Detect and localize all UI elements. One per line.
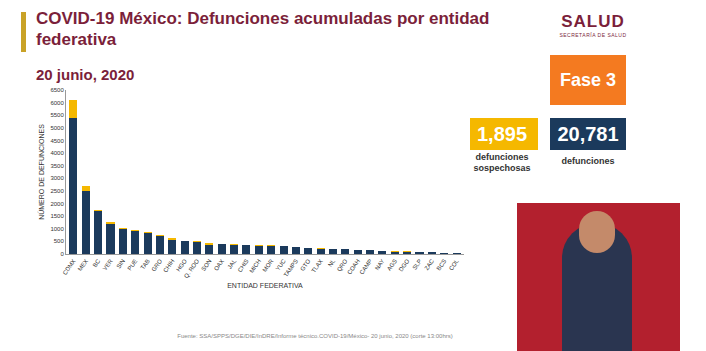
html-text:SALUD: SALUD	[561, 12, 625, 31]
svg-text:JAL: JAL	[227, 258, 238, 270]
svg-text:YUC: YUC	[275, 258, 288, 272]
svg-text:ENTIDAD FEDERATIVA: ENTIDAD FEDERATIVA	[227, 282, 303, 289]
html-text:COVID-19 México: Defunciones a: COVID-19 México: Defunciones acumuladas …	[36, 9, 490, 49]
svg-text:GTO: GTO	[299, 258, 311, 272]
svg-text:TAB: TAB	[139, 258, 150, 271]
svg-text:0: 0	[60, 251, 64, 257]
svg-text:NÚMERO DE DEFUNCIONES: NÚMERO DE DEFUNCIONES	[37, 124, 45, 220]
svg-text:SLP: SLP	[411, 258, 422, 271]
html-text:20 junio, 2020: 20 junio, 2020	[36, 66, 135, 83]
svg-text:HGO: HGO	[175, 258, 188, 273]
svg-text:4500: 4500	[50, 138, 64, 144]
svg-text:1500: 1500	[50, 213, 64, 219]
svg-text:CDMX: CDMX	[62, 258, 77, 276]
svg-text:NL: NL	[327, 258, 337, 268]
svg-text:6500: 6500	[50, 87, 64, 93]
svg-text:GRO: GRO	[150, 258, 163, 273]
svg-text:ZAC: ZAC	[423, 258, 435, 272]
svg-text:SIN: SIN	[115, 258, 126, 270]
html-text:Fase 3: Fase 3	[560, 69, 616, 90]
svg-text:5500: 5500	[50, 112, 64, 118]
svg-text:MEX: MEX	[77, 258, 89, 272]
svg-text:TLAX: TLAX	[310, 258, 324, 274]
svg-text:COL: COL	[448, 258, 460, 272]
svg-text:SON: SON	[200, 258, 212, 272]
svg-text:CHIH: CHIH	[162, 258, 175, 273]
svg-text:5000: 5000	[50, 125, 64, 131]
svg-text:BC: BC	[92, 258, 102, 269]
svg-text:2000: 2000	[50, 201, 64, 207]
svg-text:TAMPS: TAMPS	[283, 258, 300, 278]
svg-text:1000: 1000	[50, 226, 64, 232]
svg-text:MOR: MOR	[262, 258, 275, 273]
html-text:defunciones sospechosas: defunciones sospechosas	[473, 152, 531, 173]
svg-text:MICH: MICH	[248, 258, 262, 274]
svg-text:DGO: DGO	[398, 258, 411, 273]
html-text:defunciones: defunciones	[561, 156, 615, 166]
svg-text:CAMP: CAMP	[358, 258, 373, 276]
svg-text:6000: 6000	[50, 100, 64, 106]
svg-text:3500: 3500	[50, 163, 64, 169]
svg-text:NAY: NAY	[374, 258, 386, 271]
svg-text:PUE: PUE	[127, 258, 139, 272]
svg-text:500: 500	[54, 238, 65, 244]
svg-text:VER: VER	[102, 258, 114, 272]
svg-text:2500: 2500	[50, 188, 64, 194]
html-text:1,895: 1,895	[477, 122, 527, 145]
svg-text:QRO: QRO	[336, 258, 349, 273]
svg-text:3000: 3000	[50, 175, 64, 181]
html-text:20,781: 20,781	[557, 122, 619, 145]
html-text:Fuente: SSA/SPPS/DGE/DIE/InDRE: Fuente: SSA/SPPS/DGE/DIE/InDRE/Informe t…	[177, 333, 453, 339]
svg-text:Q. ROO: Q. ROO	[183, 258, 201, 279]
svg-text:CHIS: CHIS	[237, 258, 250, 273]
svg-text:BCS: BCS	[436, 258, 448, 272]
html-text:SECRETARÍA DE SALUD: SECRETARÍA DE SALUD	[559, 32, 627, 38]
svg-text:4000: 4000	[50, 150, 64, 156]
svg-text:AGS: AGS	[386, 258, 398, 272]
svg-text:COAH: COAH	[346, 258, 361, 276]
svg-text:OAX: OAX	[213, 258, 225, 272]
